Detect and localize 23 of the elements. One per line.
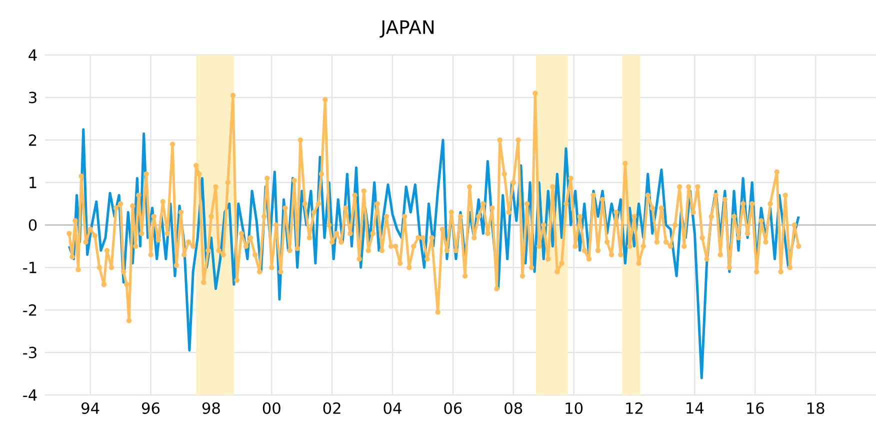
x-tick-label: 18: [807, 402, 824, 414]
y-tick-label: -2: [23, 304, 36, 316]
x-tick-label: 00: [262, 402, 280, 414]
x-tick-label: 08: [504, 402, 522, 414]
x-tick-label: 12: [626, 402, 642, 414]
x-tick-label: 10: [566, 402, 583, 414]
y-tick-label: 1: [30, 176, 36, 188]
x-tick-label: 06: [444, 402, 462, 414]
y-tick-label: 3: [29, 92, 36, 104]
y-tick-label: 0: [28, 219, 37, 231]
y-tick-label: -1: [23, 262, 36, 274]
y-tick-label: -3: [23, 346, 36, 358]
x-tick-label: 16: [747, 402, 764, 414]
x-tick-label: 04: [384, 402, 402, 414]
x-tick-label: 96: [142, 402, 160, 414]
x-tick-label: 94: [82, 402, 100, 414]
x-tick-label: 14: [686, 402, 704, 414]
y-tick-label: 2: [29, 134, 36, 146]
x-tick-label: 98: [202, 402, 220, 414]
y-tick-label: -4: [23, 389, 37, 401]
y-tick-label: 4: [28, 49, 37, 61]
x-tick-label: 02: [323, 402, 340, 414]
chart-title: JAPAN: [380, 20, 434, 38]
